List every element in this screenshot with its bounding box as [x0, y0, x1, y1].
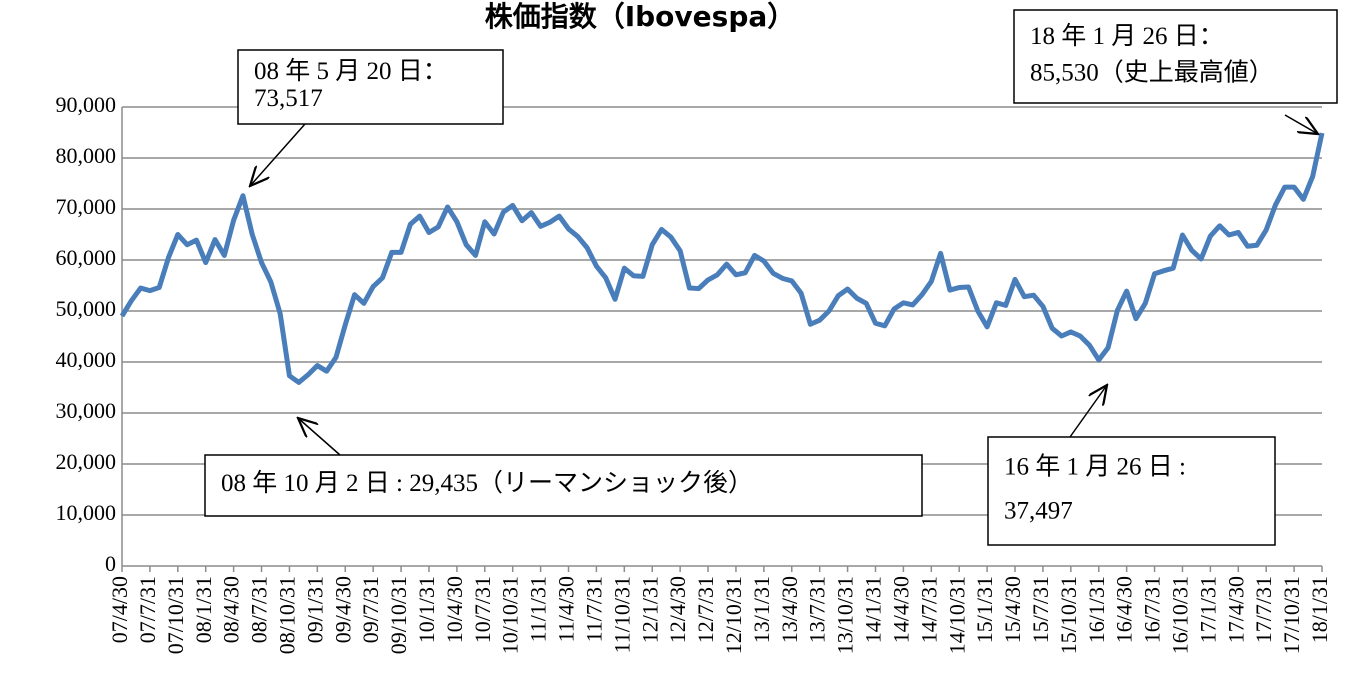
annotation-box: [204, 454, 923, 517]
y-tick-label: 30,000: [56, 398, 117, 423]
y-tick-label: 70,000: [56, 194, 117, 219]
annotation-text: 85,530（史上最高値）: [1030, 58, 1274, 86]
x-tick-label: 08/7/31: [247, 576, 272, 643]
x-tick-label: 14/7/31: [916, 576, 941, 643]
annotation-arrow: [1069, 385, 1107, 438]
y-tick-label: 10,000: [56, 500, 117, 525]
x-tick-label: 14/4/30: [888, 576, 913, 643]
chart-title: 株価指数（Ibovespa）: [485, 0, 796, 33]
x-tick-label: 13/7/31: [805, 576, 830, 643]
x-tick-label: 09/4/30: [330, 576, 355, 643]
x-tick-label: 13/4/30: [777, 576, 802, 643]
annotation-box: [237, 49, 504, 125]
x-tick-label: 12/10/31: [721, 576, 746, 654]
x-tick-label: 10/4/30: [442, 576, 467, 643]
x-tick-label: 14/1/31: [861, 576, 886, 643]
x-tick-label: 12/1/31: [637, 576, 662, 643]
x-tick-label: 07/10/31: [163, 576, 188, 654]
x-tick-label: 12/4/30: [665, 576, 690, 643]
x-tick-label: 17/7/31: [1251, 576, 1276, 643]
annotation-arrow: [250, 123, 306, 186]
x-tick-label: 11/7/31: [581, 576, 606, 642]
x-tick-label: 09/1/31: [302, 576, 327, 643]
x-tick-label: 17/10/31: [1279, 576, 1304, 654]
annotation-text: 37,497: [1004, 498, 1073, 525]
x-tick-label: 16/1/31: [1084, 576, 1109, 643]
y-tick-label: 50,000: [56, 296, 117, 321]
x-tick-label: 08/10/31: [274, 576, 299, 654]
y-tick-label: 80,000: [56, 143, 117, 168]
x-tick-label: 10/10/31: [498, 576, 523, 654]
annotation-box: [987, 436, 1276, 546]
x-tick-label: 07/4/30: [107, 576, 132, 643]
x-tick-label: 17/1/31: [1195, 576, 1220, 643]
x-tick-label: 07/7/31: [135, 576, 160, 643]
x-tick-label: 16/4/30: [1112, 576, 1137, 643]
x-tick-label: 13/10/31: [833, 576, 858, 654]
x-tick-label: 09/7/31: [358, 576, 383, 643]
annotation-text: 16 年 1 月 26 日 :: [1004, 453, 1186, 481]
x-tick-label: 15/10/31: [1056, 576, 1081, 654]
x-tick-label: 11/4/30: [554, 576, 579, 642]
x-tick-label: 11/1/31: [526, 576, 551, 642]
x-tick-label: 15/1/31: [972, 576, 997, 643]
x-tick-label: 11/10/31: [609, 576, 634, 653]
annotation-box: [1013, 9, 1338, 104]
x-tick-label: 12/7/31: [693, 576, 718, 643]
x-tick-label: 13/1/31: [749, 576, 774, 643]
y-tick-label: 40,000: [56, 347, 117, 372]
x-tick-label: 18/1/31: [1307, 576, 1332, 643]
y-tick-label: 90,000: [56, 92, 117, 117]
x-tick-label: 16/7/31: [1140, 576, 1165, 643]
x-tick-label: 17/4/30: [1223, 576, 1248, 643]
annotation-text: 73,517: [254, 85, 323, 112]
y-tick-label: 60,000: [56, 245, 117, 270]
y-tick-label: 0: [105, 551, 116, 576]
x-tick-label: 16/10/31: [1168, 576, 1193, 654]
data-line: [119, 132, 1325, 385]
x-tick-label: 10/7/31: [470, 576, 495, 643]
y-tick-label: 20,000: [56, 449, 117, 474]
x-tick-label: 09/10/31: [386, 576, 411, 654]
x-tick-label: 14/10/31: [944, 576, 969, 654]
x-tick-label: 15/7/31: [1028, 576, 1053, 643]
annotation-text: 08 年 10 月 2 日 : 29,435（リーマンショック後）: [221, 469, 753, 497]
x-tick-label: 15/4/30: [1000, 576, 1025, 643]
annotation-text: 08 年 5 月 20 日：: [254, 57, 448, 85]
x-tick-label: 10/1/31: [414, 576, 439, 643]
annotation-text: 18 年 1 月 26 日：: [1030, 22, 1224, 50]
annotation-arrow: [298, 418, 341, 456]
annotation-arrow: [1284, 114, 1318, 134]
x-tick-label: 08/4/30: [219, 576, 244, 643]
x-tick-label: 08/1/31: [191, 576, 216, 643]
